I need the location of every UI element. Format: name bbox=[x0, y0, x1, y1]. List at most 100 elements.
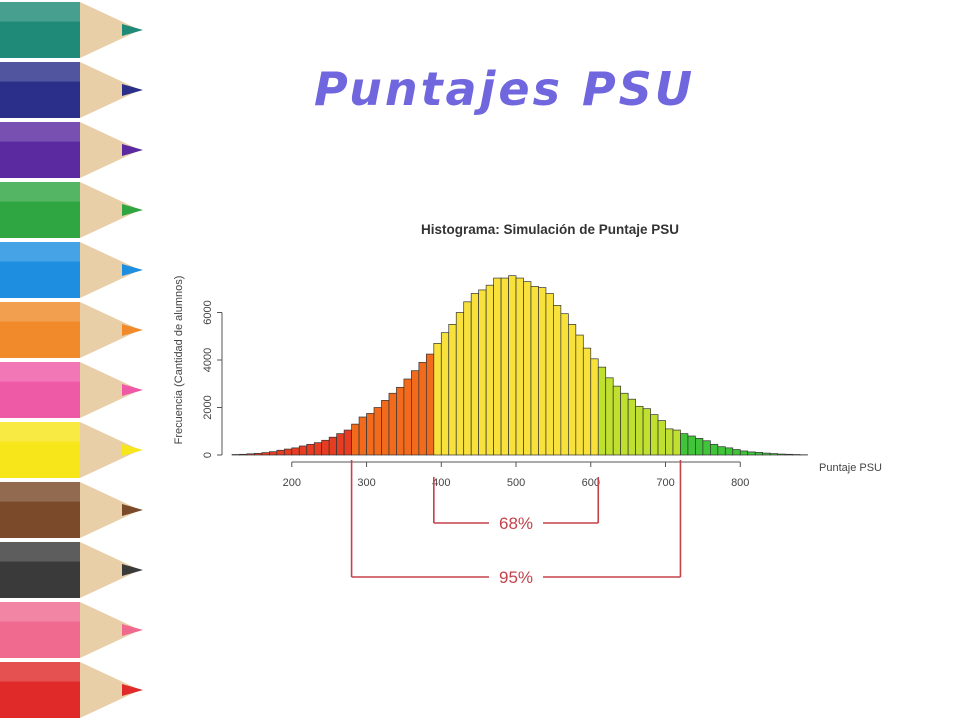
histogram-bar bbox=[485, 284, 494, 456]
histogram-bar bbox=[702, 440, 711, 456]
histogram-bar bbox=[425, 353, 435, 456]
histogram-bar bbox=[336, 433, 345, 456]
pencil bbox=[0, 662, 143, 718]
pencil bbox=[0, 122, 143, 178]
histogram-bar bbox=[493, 277, 502, 456]
histogram-bar bbox=[627, 398, 636, 456]
histogram-bar bbox=[724, 447, 734, 456]
histogram-bar bbox=[500, 277, 509, 456]
histogram-bar bbox=[246, 453, 255, 456]
histogram-bar bbox=[254, 452, 263, 456]
histogram-bar bbox=[351, 423, 360, 456]
histogram-bar bbox=[553, 305, 562, 456]
y-axis-label: Frecuencia (Cantidad de alumnos) bbox=[173, 276, 185, 445]
histogram-bar bbox=[695, 438, 704, 456]
histogram-bar bbox=[769, 453, 778, 456]
histogram-bar bbox=[373, 407, 382, 456]
histogram-bar bbox=[538, 287, 547, 456]
histogram-bar bbox=[605, 377, 614, 456]
interval-bracket-68: 68% bbox=[433, 477, 600, 533]
histogram-bar bbox=[396, 386, 405, 456]
histogram-bar bbox=[283, 448, 293, 456]
histogram-bar bbox=[418, 362, 427, 456]
y-tick-label: 2000 bbox=[202, 395, 214, 419]
histogram-bar bbox=[754, 452, 764, 456]
histogram-bar bbox=[590, 358, 599, 456]
histogram-bar bbox=[575, 334, 584, 456]
histogram-bar bbox=[470, 293, 480, 456]
histogram-bar bbox=[433, 343, 442, 456]
histogram-bar bbox=[358, 416, 367, 456]
pencil bbox=[0, 62, 143, 118]
pencil bbox=[0, 302, 143, 358]
histogram-bar bbox=[672, 429, 681, 456]
histogram-bar bbox=[440, 332, 450, 456]
histogram-bar bbox=[448, 324, 457, 456]
histogram-bar bbox=[642, 408, 651, 456]
y-tick-label: 4000 bbox=[202, 348, 214, 372]
colored-pencils-image bbox=[0, 0, 170, 720]
histogram-bar bbox=[455, 312, 465, 456]
histogram-bar bbox=[515, 277, 524, 456]
histogram-bar bbox=[560, 313, 569, 456]
histogram-bar bbox=[328, 436, 337, 456]
x-tick-label: 500 bbox=[507, 477, 525, 489]
histogram-bar bbox=[530, 286, 539, 456]
x-axis-label: Puntaje PSU bbox=[819, 462, 882, 474]
histogram-bar bbox=[298, 445, 308, 456]
histogram-bar bbox=[612, 385, 622, 456]
histogram-bar bbox=[403, 378, 412, 456]
y-tick-label: 0 bbox=[202, 452, 214, 458]
chart-title: Histograma: Simulación de Puntaje PSU bbox=[421, 222, 679, 237]
pencil bbox=[0, 482, 143, 538]
interval-label: 68% bbox=[499, 514, 533, 533]
histogram-bar bbox=[710, 443, 719, 456]
histogram-bar bbox=[657, 420, 666, 456]
histogram-bar bbox=[597, 366, 607, 456]
histogram-bar bbox=[388, 392, 397, 456]
histogram-bar bbox=[261, 452, 270, 456]
interval-bracket-95: 95% bbox=[350, 460, 682, 587]
histogram-bar bbox=[239, 453, 248, 456]
pencil bbox=[0, 242, 143, 298]
x-tick-label: 400 bbox=[432, 477, 450, 489]
histogram-bar bbox=[650, 414, 659, 456]
histogram-bar bbox=[739, 450, 749, 456]
histogram-bar bbox=[366, 413, 375, 456]
pencil bbox=[0, 422, 143, 478]
histogram-bar bbox=[411, 370, 420, 456]
histogram-bar bbox=[276, 449, 285, 456]
histogram-bar bbox=[306, 443, 315, 456]
histogram-bar bbox=[680, 433, 689, 456]
x-tick-label: 300 bbox=[357, 477, 375, 489]
histogram-bar bbox=[582, 347, 592, 456]
slide-title: Puntajes PSU bbox=[314, 62, 696, 116]
histogram-bar bbox=[523, 281, 532, 456]
x-tick-label: 700 bbox=[656, 477, 674, 489]
pencil bbox=[0, 542, 143, 598]
x-tick-label: 800 bbox=[731, 477, 749, 489]
histogram-bar bbox=[381, 400, 390, 456]
histogram-bar bbox=[343, 429, 352, 456]
histogram-bar bbox=[784, 453, 793, 456]
pencil bbox=[0, 2, 143, 58]
histogram-bar bbox=[567, 324, 577, 456]
histogram-bar bbox=[687, 435, 696, 456]
x-tick-label: 200 bbox=[283, 477, 301, 489]
histogram-bar bbox=[321, 439, 330, 456]
pencil bbox=[0, 182, 143, 238]
histogram-bar bbox=[291, 447, 300, 456]
histogram-bar bbox=[717, 446, 726, 456]
pencil bbox=[0, 362, 143, 418]
histogram-bar bbox=[762, 452, 771, 456]
histogram-bar bbox=[463, 301, 472, 456]
interval-label: 95% bbox=[499, 568, 533, 587]
histogram-bar bbox=[545, 293, 554, 456]
histogram-bar bbox=[313, 442, 323, 456]
histogram-bar bbox=[665, 428, 674, 456]
histogram-chart: Histograma: Simulación de Puntaje PSU Fr… bbox=[173, 222, 882, 587]
x-tick-label: 600 bbox=[582, 477, 600, 489]
histogram-bar bbox=[732, 449, 741, 456]
y-tick-label: 6000 bbox=[202, 300, 214, 324]
histogram-bar bbox=[478, 289, 487, 456]
